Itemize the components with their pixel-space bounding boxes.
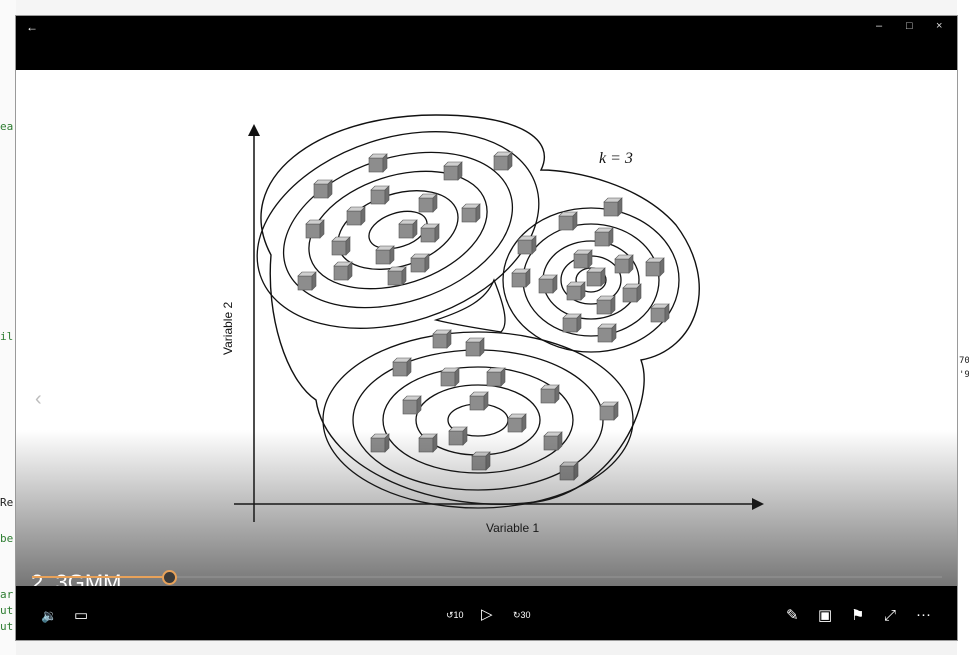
captions-icon[interactable]: ▭ (74, 607, 89, 624)
data-point-cube (511, 268, 531, 288)
seek-bar-progress (32, 576, 169, 578)
player-title-bar: ← – □ × (16, 16, 957, 70)
background-window-left (0, 0, 16, 655)
data-point-cube (596, 295, 616, 315)
data-point-cube (471, 451, 491, 471)
data-point-cube (599, 401, 619, 421)
data-point-cube (461, 203, 481, 223)
background-window-top (0, 0, 969, 16)
background-code-line: ut (0, 620, 14, 633)
cast-icon[interactable]: ⚑ (851, 607, 865, 624)
data-point-cube (469, 391, 489, 411)
data-point-cube (540, 384, 560, 404)
data-point-cube (375, 245, 395, 265)
data-point-cube (331, 236, 351, 256)
data-point-cube (566, 281, 586, 301)
data-point-cube (586, 267, 606, 287)
data-point-cube (297, 271, 317, 291)
data-point-cube (558, 211, 578, 231)
more-button[interactable]: ··· (916, 606, 931, 623)
close-button[interactable]: × (936, 20, 943, 32)
data-point-cube (392, 357, 412, 377)
seek-bar[interactable] (32, 576, 942, 578)
media-player-window: ← – □ × Variable 1 Variable 2 k = 3 (16, 16, 957, 640)
k-label: k = 3 (599, 150, 633, 167)
data-point-cube (650, 303, 670, 323)
data-point-cube (420, 223, 440, 243)
background-code-line: ar (0, 588, 14, 601)
background-number: 70 (959, 356, 969, 366)
data-point-cube (305, 219, 325, 239)
gap-contour (433, 278, 506, 333)
fullscreen-icon[interactable]: ⤢ (884, 607, 897, 624)
data-point-cube (418, 193, 438, 213)
arrow-left-icon[interactable]: ← (26, 20, 38, 34)
background-code-line: be (0, 532, 14, 545)
chevron-left-icon[interactable]: ‹ (35, 388, 42, 410)
data-point-cube (443, 161, 463, 181)
background-number: '9( (959, 370, 969, 380)
data-point-cube (573, 249, 593, 269)
cluster-1-contours (256, 131, 540, 329)
forward-30-button[interactable]: ↻30 (513, 610, 531, 620)
data-point-cube (507, 413, 527, 433)
data-point-cube (402, 395, 422, 415)
y-axis-label: Variable 2 (221, 302, 235, 355)
data-point-cube (398, 219, 418, 239)
background-code-line: Re (0, 496, 14, 509)
minimize-button[interactable]: – (876, 20, 883, 32)
data-point-cube (346, 206, 366, 226)
data-point-cube (517, 235, 537, 255)
data-point-cube (603, 197, 623, 217)
rewind-label: 10 (453, 610, 464, 620)
video-frame[interactable]: Variable 1 Variable 2 k = 3 (16, 70, 957, 640)
data-point-cube (313, 179, 333, 199)
data-point-cube (486, 367, 506, 387)
data-point-cube (370, 433, 390, 453)
pencil-icon[interactable]: ✎ (786, 607, 799, 624)
outer-contour (260, 114, 700, 505)
data-point-cube (594, 227, 614, 247)
background-code-line: il (0, 330, 14, 343)
data-point-cube (562, 313, 582, 333)
rewind-10-button[interactable]: ↺10 (446, 610, 464, 620)
data-point-cube (418, 433, 438, 453)
data-point-cube (432, 329, 452, 349)
control-bar: 🔉 ▭ ↺10 ▷ ↻30 ✎ ▣ ⚑ ⤢ ··· (16, 586, 957, 640)
volume-icon[interactable]: 🔉 (41, 608, 58, 623)
data-point-cube (465, 337, 485, 357)
play-icon[interactable]: ▷ (481, 606, 493, 623)
mini-view-icon[interactable]: ▣ (818, 607, 833, 624)
background-window-right (957, 0, 969, 655)
data-point-cube (645, 257, 665, 277)
data-point-cube (614, 254, 634, 274)
data-point-cube (559, 461, 579, 481)
data-point-cube (370, 185, 390, 205)
data-point-cube (333, 261, 353, 281)
data-point-cube (538, 274, 558, 294)
maximize-button[interactable]: □ (906, 20, 913, 32)
data-point-cube (543, 431, 563, 451)
data-point-cube (368, 153, 388, 173)
data-point-cube (622, 283, 642, 303)
seek-thumb[interactable] (162, 570, 177, 585)
gmm-slide: Variable 1 Variable 2 k = 3 (221, 114, 764, 535)
data-point-cube (597, 323, 617, 343)
background-code-line: ut (0, 604, 14, 617)
data-point-cube (448, 426, 468, 446)
forward-label: 30 (520, 610, 531, 620)
data-point-cube (410, 253, 430, 273)
data-point-cube (440, 367, 460, 387)
background-code-line: ea (0, 120, 14, 133)
data-point-cube (493, 151, 513, 171)
data-point-cubes (297, 151, 670, 481)
data-point-cube (387, 266, 407, 286)
x-axis-label: Variable 1 (486, 521, 539, 535)
